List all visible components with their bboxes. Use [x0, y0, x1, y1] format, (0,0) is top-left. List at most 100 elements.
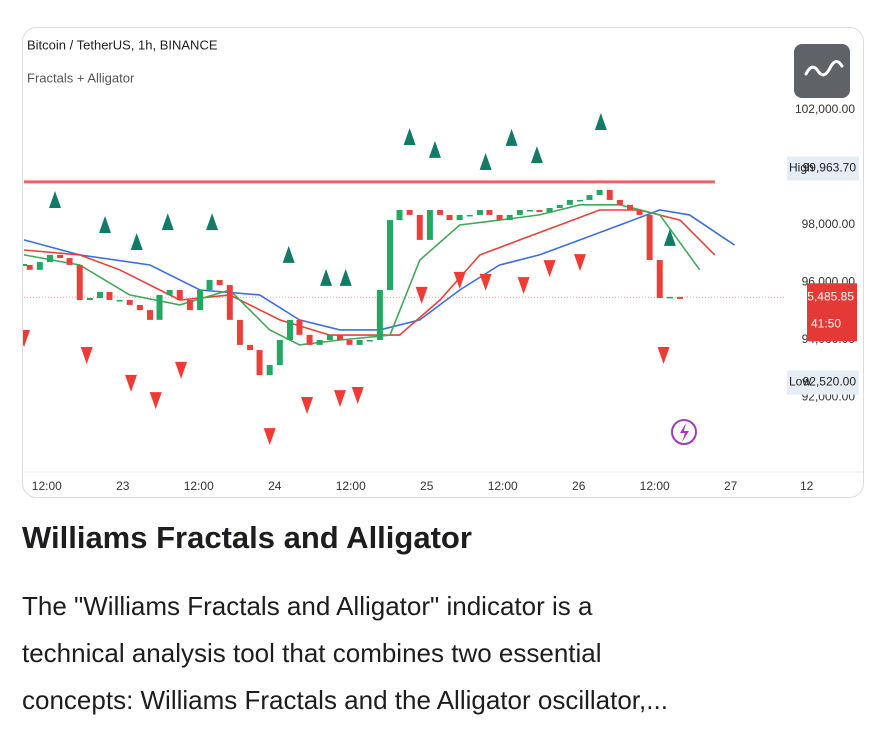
card-border: [22, 27, 864, 498]
fractal-down: [453, 271, 466, 289]
candle: [366, 340, 373, 342]
candle: [516, 210, 523, 215]
last-price-label: 95,485.85: [801, 289, 855, 303]
fractal-down: [125, 374, 138, 392]
fractal-up: [530, 146, 543, 164]
candle: [156, 294, 163, 320]
chart-style-button[interactable]: [794, 44, 850, 98]
x-tick-label: 12:00: [184, 479, 214, 493]
candle: [286, 319, 293, 341]
x-tick-label: 12:00: [488, 479, 518, 493]
candle: [536, 210, 543, 213]
fractal-up: [339, 268, 352, 286]
candle: [86, 298, 93, 301]
candle: [656, 260, 663, 299]
candle: [206, 279, 213, 290]
candle: [666, 296, 673, 299]
candle: [346, 340, 353, 345]
candle: [556, 204, 563, 209]
candle: [76, 264, 83, 301]
fractal-up: [130, 232, 143, 250]
x-tick-label: 12: [800, 479, 814, 493]
alligator-line: [23, 204, 701, 346]
x-tick-label: 12:00: [640, 479, 670, 493]
fractal-up: [505, 128, 518, 146]
candle: [466, 214, 473, 217]
candle: [116, 300, 123, 302]
fractal-up: [594, 113, 607, 131]
candle: [276, 340, 283, 366]
candle: [626, 204, 633, 211]
fractal-up: [161, 213, 174, 231]
fractal-down: [479, 273, 492, 291]
candle: [236, 319, 243, 345]
candle: [296, 319, 303, 335]
high-value: 99,963.70: [803, 161, 857, 175]
candle: [596, 189, 603, 196]
fractal-up: [403, 127, 416, 145]
candle: [677, 296, 684, 299]
candle: [486, 210, 493, 215]
fractal-down: [517, 277, 530, 295]
y-tick-label: 98,000.00: [802, 217, 856, 231]
candle: [147, 310, 154, 320]
x-tick-label: 26: [572, 479, 586, 493]
candle: [586, 195, 593, 200]
fractal-down: [263, 428, 276, 446]
candle: [66, 258, 73, 265]
candle: [336, 334, 343, 341]
candle: [96, 291, 103, 299]
candle: [437, 210, 444, 215]
fractal-up: [282, 245, 295, 263]
fractal-down: [175, 361, 188, 379]
chart-title: Bitcoin / TetherUS, 1h, BINANCE: [27, 37, 218, 52]
x-tick-label: 24: [268, 479, 282, 493]
candle: [126, 300, 133, 305]
fractal-down: [23, 330, 30, 347]
candle: [396, 210, 403, 221]
candle: [546, 208, 553, 213]
fractal-up: [428, 140, 441, 158]
x-tick-label: 12:00: [32, 479, 62, 493]
card-description: The "Williams Fractals and Alligator" in…: [22, 583, 668, 724]
candle: [226, 285, 233, 320]
candle: [416, 214, 423, 240]
chart-subtitle: Fractals + Alligator: [27, 70, 135, 85]
fractal-up: [320, 268, 333, 286]
plot: [23, 113, 785, 446]
candle: [216, 279, 223, 286]
fractal-down: [351, 386, 364, 404]
low-value: 92,520.00: [803, 375, 857, 389]
x-tick-label: 12:00: [336, 479, 366, 493]
fractal-down: [80, 346, 93, 364]
lightning-icon: [671, 419, 697, 445]
fractal-up: [99, 215, 112, 233]
description-line: concepts: Williams Fractals and the Alli…: [22, 685, 668, 715]
fractal-down: [573, 254, 586, 272]
chart-card[interactable]: 12:00 23 12:00 24 12:00 25 12:00 26 12:00 27 12 102…: [0, 0, 884, 505]
candle: [256, 350, 263, 376]
candle: [57, 254, 64, 259]
x-tick-label: 23: [116, 479, 130, 493]
description-line: The "Williams Fractals and Alligator" in…: [22, 591, 593, 621]
candle: [36, 262, 43, 270]
candle: [326, 334, 333, 341]
candle: [266, 365, 273, 376]
candle: [197, 289, 204, 311]
candle: [406, 210, 413, 215]
x-tick-label: 27: [724, 479, 738, 493]
fractal-up: [49, 190, 62, 208]
candle: [446, 214, 453, 221]
axes: 12:00 23 12:00 24 12:00 25 12:00 26 12:00 27 12 102…: [32, 100, 863, 493]
fractal-down: [657, 346, 670, 364]
candle: [376, 289, 383, 341]
fractal-up: [663, 228, 676, 246]
card-title: Williams Fractals and Alligator: [22, 520, 472, 555]
candle: [136, 304, 143, 311]
alligator-line: [23, 209, 716, 336]
candle: [26, 264, 33, 270]
fractal-down: [333, 390, 346, 408]
candle: [496, 214, 503, 221]
low-label-box: [787, 370, 859, 395]
candle: [23, 263, 27, 266]
